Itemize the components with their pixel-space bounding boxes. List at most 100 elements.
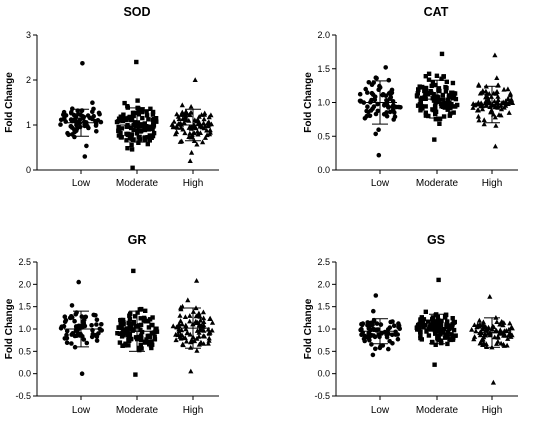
data-point xyxy=(369,342,374,347)
data-point xyxy=(369,90,375,96)
data-point xyxy=(127,313,132,318)
series-high xyxy=(170,278,216,374)
data-point xyxy=(438,328,443,333)
data-point xyxy=(187,313,193,318)
data-point xyxy=(415,91,420,96)
data-point xyxy=(445,97,451,102)
data-point xyxy=(497,321,503,327)
data-point xyxy=(183,322,189,328)
data-point xyxy=(447,113,452,118)
data-point xyxy=(437,116,443,121)
data-point xyxy=(432,104,438,109)
data-point xyxy=(443,332,448,337)
series-high xyxy=(169,77,214,163)
y-tick-label: 3 xyxy=(26,30,31,40)
data-point xyxy=(127,114,132,120)
data-point xyxy=(68,117,74,122)
data-point xyxy=(150,342,155,347)
data-point xyxy=(420,322,426,328)
data-point xyxy=(81,115,86,121)
data-point xyxy=(178,318,184,323)
data-point xyxy=(121,331,127,336)
data-point xyxy=(449,332,454,337)
y-tick-label: 0.0 xyxy=(18,369,31,379)
panel-title: GR xyxy=(128,233,147,247)
data-point xyxy=(423,74,428,79)
data-point xyxy=(144,109,149,114)
data-point xyxy=(118,114,123,119)
data-point xyxy=(372,97,377,102)
data-point xyxy=(436,87,441,93)
data-point xyxy=(120,343,125,348)
data-point xyxy=(433,342,438,347)
data-point xyxy=(476,82,482,87)
panel-title: SOD xyxy=(123,5,150,19)
data-point xyxy=(383,65,389,70)
y-tick-label: -0.5 xyxy=(15,391,31,401)
data-point xyxy=(444,79,449,84)
data-point xyxy=(423,90,428,96)
data-point xyxy=(474,107,481,113)
data-point xyxy=(124,138,129,143)
data-point xyxy=(66,132,71,138)
series-high xyxy=(470,52,516,149)
data-point xyxy=(387,96,393,102)
data-point xyxy=(180,341,186,347)
data-point xyxy=(386,77,392,83)
data-point xyxy=(176,323,182,329)
data-point xyxy=(509,325,515,331)
data-point xyxy=(130,165,135,170)
data-point xyxy=(183,326,189,332)
data-point xyxy=(390,107,396,113)
data-point xyxy=(376,127,381,132)
data-point xyxy=(128,321,134,326)
data-point xyxy=(187,130,193,136)
data-point xyxy=(145,333,150,339)
data-point xyxy=(429,325,435,330)
data-point xyxy=(89,323,94,328)
y-axis-label: Fold Change xyxy=(303,72,314,133)
data-point xyxy=(497,327,503,333)
data-point xyxy=(71,127,77,132)
data-point xyxy=(69,110,74,116)
data-point xyxy=(62,314,68,320)
data-point xyxy=(183,109,189,115)
data-point xyxy=(149,322,154,328)
data-point xyxy=(69,341,74,346)
y-tick-label: 1.5 xyxy=(317,64,330,74)
data-point xyxy=(140,115,145,121)
data-point xyxy=(439,340,444,346)
x-tick-label: High xyxy=(183,178,204,189)
data-point xyxy=(418,108,423,113)
data-point xyxy=(206,335,212,341)
data-point xyxy=(90,100,95,105)
data-point xyxy=(442,103,448,108)
y-tick-label: 2.0 xyxy=(18,279,31,289)
data-point xyxy=(129,136,134,141)
data-point xyxy=(390,319,395,324)
data-point xyxy=(377,83,382,89)
data-point xyxy=(432,323,438,328)
data-point xyxy=(151,331,156,336)
data-point xyxy=(443,84,448,90)
data-point xyxy=(196,329,202,335)
data-point xyxy=(137,108,142,113)
data-point xyxy=(430,317,435,322)
series-low xyxy=(58,279,104,377)
data-point xyxy=(492,143,498,149)
data-point xyxy=(149,124,155,130)
data-point xyxy=(188,368,194,374)
data-point xyxy=(115,331,120,336)
data-point xyxy=(433,107,438,112)
data-point xyxy=(452,104,457,109)
series-low xyxy=(358,293,403,358)
data-point xyxy=(446,329,451,335)
data-point xyxy=(200,139,206,145)
data-point xyxy=(61,112,66,117)
data-point xyxy=(451,327,457,333)
data-point xyxy=(373,293,379,298)
data-point xyxy=(450,322,455,327)
data-point xyxy=(450,80,456,86)
data-point xyxy=(185,330,191,336)
data-point xyxy=(74,333,79,339)
